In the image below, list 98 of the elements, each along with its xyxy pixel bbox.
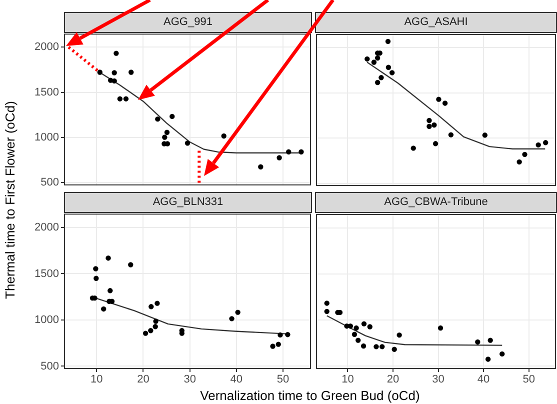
point [112,78,117,84]
point [354,325,359,331]
point [258,164,264,170]
point [374,80,380,86]
point [94,276,99,282]
point [276,342,281,348]
point [155,116,160,122]
point [153,319,158,324]
point [500,351,505,357]
point [542,140,548,146]
point [475,339,480,345]
y-tick-label: 1500 [34,268,59,280]
point [286,150,292,155]
chart-title: AGG_ASAHI [315,12,557,33]
point [482,132,488,138]
point [162,135,168,140]
y-tick-label: 1000 [34,132,59,144]
point [123,96,129,102]
point [106,256,111,262]
point [112,70,117,76]
point [385,38,391,44]
point [128,262,134,268]
point [536,142,541,148]
point [152,324,158,330]
y-tick-label: 1000 [34,314,59,326]
point [392,346,397,352]
x-tick-label: 30 [184,374,196,386]
point [108,288,113,294]
point [438,325,444,331]
point [154,301,160,306]
point [179,331,185,336]
point [426,124,432,129]
point [364,56,370,62]
x-tick-label: 10 [90,374,103,386]
point [410,146,416,151]
point [488,338,493,343]
point [436,96,442,102]
point [389,70,395,76]
point [361,321,367,326]
x-tick-label: 40 [230,374,243,386]
chart-title: AGG_BLN331 [64,192,312,213]
point [229,316,234,322]
point [270,344,276,350]
point [128,70,134,76]
point [386,64,392,70]
point [148,304,154,310]
y-tick-label: 2000 [34,222,59,234]
point [298,150,304,155]
chart-title: AGG_991 [64,12,312,33]
point [371,60,377,65]
point [221,134,226,139]
x-tick-label: 40 [477,374,490,386]
point [170,114,175,120]
x-tick-label: 30 [432,374,444,386]
point [278,332,283,338]
point [142,331,148,336]
y-tick-label: 2000 [34,42,59,54]
y-axis-title: Thermal time to First Flower (oCd) [2,101,18,299]
point [380,344,385,350]
point [352,332,358,337]
point [356,338,361,343]
point [448,132,454,138]
y-tick-label: 500 [40,360,59,373]
point [378,75,384,80]
x-tick-label: 50 [522,374,535,386]
point [432,122,437,128]
point [235,310,240,316]
x-tick-label: 20 [137,374,150,386]
point [396,332,402,338]
y-tick-label: 1500 [34,86,59,99]
point [114,51,119,56]
point [117,96,123,102]
x-tick-label: 10 [342,374,354,386]
point [93,266,98,272]
point [485,356,491,362]
point [374,55,380,61]
x-axis-title: Vernalization time to Green Bud (oCd) [200,388,420,403]
point [285,332,290,338]
point [276,156,282,161]
chart-title: AGG_CBWA-Tribune [315,192,557,213]
point [374,344,379,350]
point [164,130,170,136]
point [324,300,330,306]
point [324,308,330,314]
y-tick-label: 500 [40,177,59,190]
point [522,152,528,158]
point [184,140,190,146]
point [360,343,366,349]
point [426,118,432,124]
point [516,159,522,165]
point [101,306,106,312]
point [432,141,438,146]
point [442,100,448,106]
point [367,324,372,330]
x-tick-label: 50 [276,374,290,386]
point [148,328,154,334]
point [97,70,102,76]
x-tick-label: 20 [386,374,400,386]
